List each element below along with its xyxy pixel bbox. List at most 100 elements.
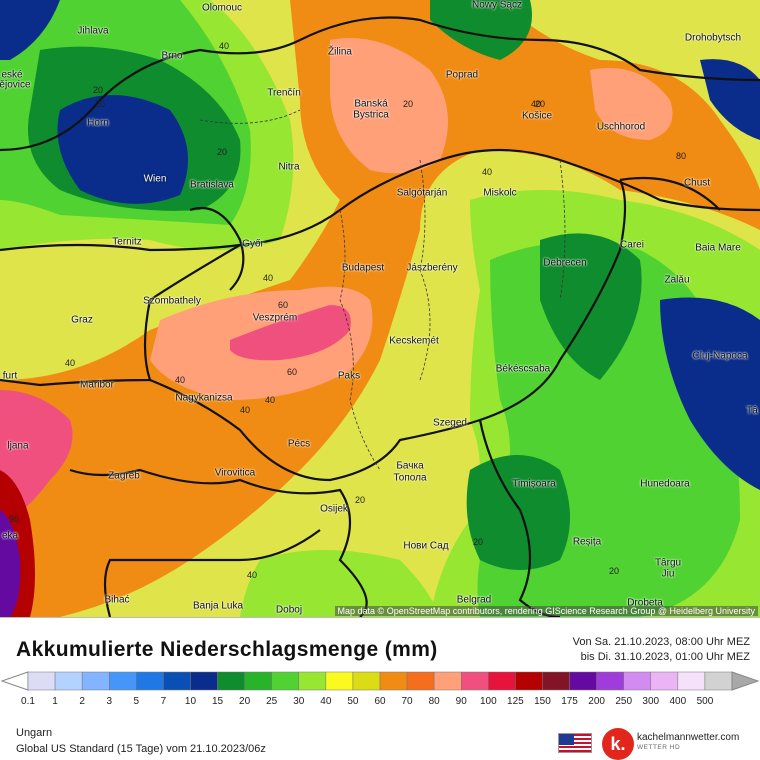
us-flag-icon[interactable] bbox=[558, 733, 592, 753]
scale-swatch bbox=[433, 671, 462, 691]
city-label: Košice bbox=[521, 110, 553, 122]
country-borders bbox=[0, 16, 760, 617]
scale-tick-label: 200 bbox=[588, 696, 605, 707]
city-label: Banja Luka bbox=[192, 600, 244, 612]
scale-swatch bbox=[488, 671, 516, 691]
city-label: Нови Сад bbox=[403, 540, 449, 552]
isoline-value: 20 bbox=[94, 99, 106, 109]
city-label: Reșița bbox=[572, 536, 602, 548]
city-label: Horn bbox=[87, 117, 109, 129]
color-scale-ticks: 0.1 1 2 3 5 7 10 15 20 25 30 40 50 60 70 80 90 100 125 150 1… bbox=[0, 696, 760, 710]
scale-swatch bbox=[596, 671, 624, 691]
kachelmann-logo-icon[interactable]: k. bbox=[602, 728, 634, 760]
brand-name[interactable]: kachelmannwetter.com bbox=[637, 732, 740, 743]
field-dark-green-debrecen bbox=[540, 233, 642, 380]
map-layers bbox=[0, 0, 760, 617]
city-label: Doboj bbox=[275, 604, 303, 616]
field-navy-wien bbox=[57, 95, 188, 204]
city-label: Salgótarján bbox=[396, 187, 448, 199]
field-pink-balaton bbox=[230, 305, 351, 361]
scale-tick-label: 150 bbox=[534, 696, 551, 707]
scale-swatch bbox=[677, 671, 706, 691]
city-label: Cluj-Napoca bbox=[692, 350, 748, 362]
scale-tick-label: 90 bbox=[455, 696, 467, 707]
scale-tick-label: 30 bbox=[293, 696, 305, 707]
region-borders bbox=[199, 109, 566, 471]
scale-swatch bbox=[352, 671, 381, 691]
isoline-value: 20 bbox=[354, 495, 366, 505]
scale-tick-label: 0.1 bbox=[21, 696, 35, 707]
scale-tick-label: 40 bbox=[320, 696, 332, 707]
city-label: Бачка bbox=[396, 460, 424, 472]
scale-tick-label: 3 bbox=[106, 696, 112, 707]
scale-swatch bbox=[271, 671, 300, 691]
city-label: eské bbox=[1, 69, 23, 81]
city-label: Banská bbox=[354, 98, 388, 110]
scale-swatch bbox=[406, 671, 435, 691]
scale-swatch bbox=[298, 671, 327, 691]
city-label: Kecskemét bbox=[389, 335, 439, 347]
scale-tick-label: 1 bbox=[52, 696, 58, 707]
city-label: Baia Mare bbox=[695, 242, 741, 254]
city-label: Békéscsaba bbox=[495, 363, 551, 375]
city-label: Belgrad bbox=[456, 594, 492, 606]
city-label: furt bbox=[2, 370, 18, 382]
city-label: Miskolc bbox=[483, 187, 517, 199]
scale-tick-label: 5 bbox=[133, 696, 140, 707]
city-label: Debrecen bbox=[543, 257, 587, 269]
scale-tick-label: 15 bbox=[211, 696, 224, 707]
scale-arrow-left bbox=[0, 671, 29, 691]
city-label: Ternitz bbox=[112, 236, 142, 248]
isoline-value: 40 bbox=[174, 375, 186, 385]
isoline-value: 40 bbox=[481, 167, 493, 177]
isoline-value: 20 bbox=[608, 566, 620, 576]
scale-swatch bbox=[460, 671, 489, 691]
brand-subtitle: WETTER HD bbox=[637, 744, 681, 751]
field-salmon-uschhorod bbox=[590, 68, 673, 140]
city-label: Drobeta bbox=[627, 597, 663, 609]
city-label: Graz bbox=[71, 314, 93, 326]
isoline-value: 60 bbox=[277, 300, 289, 310]
city-label: ějovice bbox=[0, 79, 31, 91]
field-navy-cluj bbox=[660, 297, 760, 490]
scale-swatch bbox=[163, 671, 191, 691]
field-purple-sw bbox=[0, 510, 21, 617]
city-label: Carei bbox=[620, 239, 644, 251]
city-label: Poprad bbox=[445, 69, 479, 81]
isoline-value: 20 bbox=[216, 147, 228, 157]
scale-swatch bbox=[515, 671, 543, 691]
city-label: Hunedoara bbox=[640, 478, 690, 490]
isoline-value: 80 bbox=[675, 151, 687, 161]
scale-swatch bbox=[623, 671, 652, 691]
scale-tick-label: 500 bbox=[696, 696, 714, 707]
city-label: ljana bbox=[7, 440, 29, 452]
isoline-value: 20 bbox=[402, 99, 414, 109]
city-label: Olomouc bbox=[201, 2, 243, 14]
city-label: Virovitica bbox=[214, 467, 256, 479]
isoline-value: 40 bbox=[218, 41, 230, 51]
city-label: Nowy Sącz bbox=[471, 0, 523, 11]
city-label: Maribor bbox=[80, 379, 114, 391]
city-label: Bratislava bbox=[190, 179, 234, 191]
city-label: Jiu bbox=[661, 568, 675, 580]
isoline-value: 96 bbox=[8, 514, 20, 524]
city-label: Osijek bbox=[320, 503, 348, 515]
legend-title: Akkumulierte Niederschlagsmenge (mm) bbox=[16, 638, 438, 661]
precipitation-map[interactable]: Olomouc Nowy Sącz Drohobytsch Jihlava Brno Ži… bbox=[0, 0, 760, 617]
field-navy-nw bbox=[0, 0, 60, 60]
period-to: bis Di. 31.10.2023, 01:00 Uhr MEZ bbox=[580, 651, 750, 663]
scale-swatch bbox=[650, 671, 679, 691]
map-attribution: Map data © OpenStreetMap contributors, r… bbox=[334, 606, 758, 616]
region-label: Ungarn bbox=[16, 727, 53, 739]
field-dark-green-north bbox=[430, 0, 532, 60]
scale-swatch bbox=[27, 671, 56, 691]
city-label: Timișoara bbox=[512, 478, 556, 490]
scale-swatch bbox=[379, 671, 408, 691]
city-label: Wien bbox=[143, 173, 167, 185]
scale-swatch bbox=[217, 671, 245, 691]
isoline-value: 20 bbox=[472, 537, 484, 547]
isoline-value: 40 bbox=[239, 405, 251, 415]
scale-tick-label: 7 bbox=[160, 696, 167, 707]
city-label: Jászberény bbox=[406, 262, 458, 274]
city-label: Paks bbox=[337, 370, 361, 382]
